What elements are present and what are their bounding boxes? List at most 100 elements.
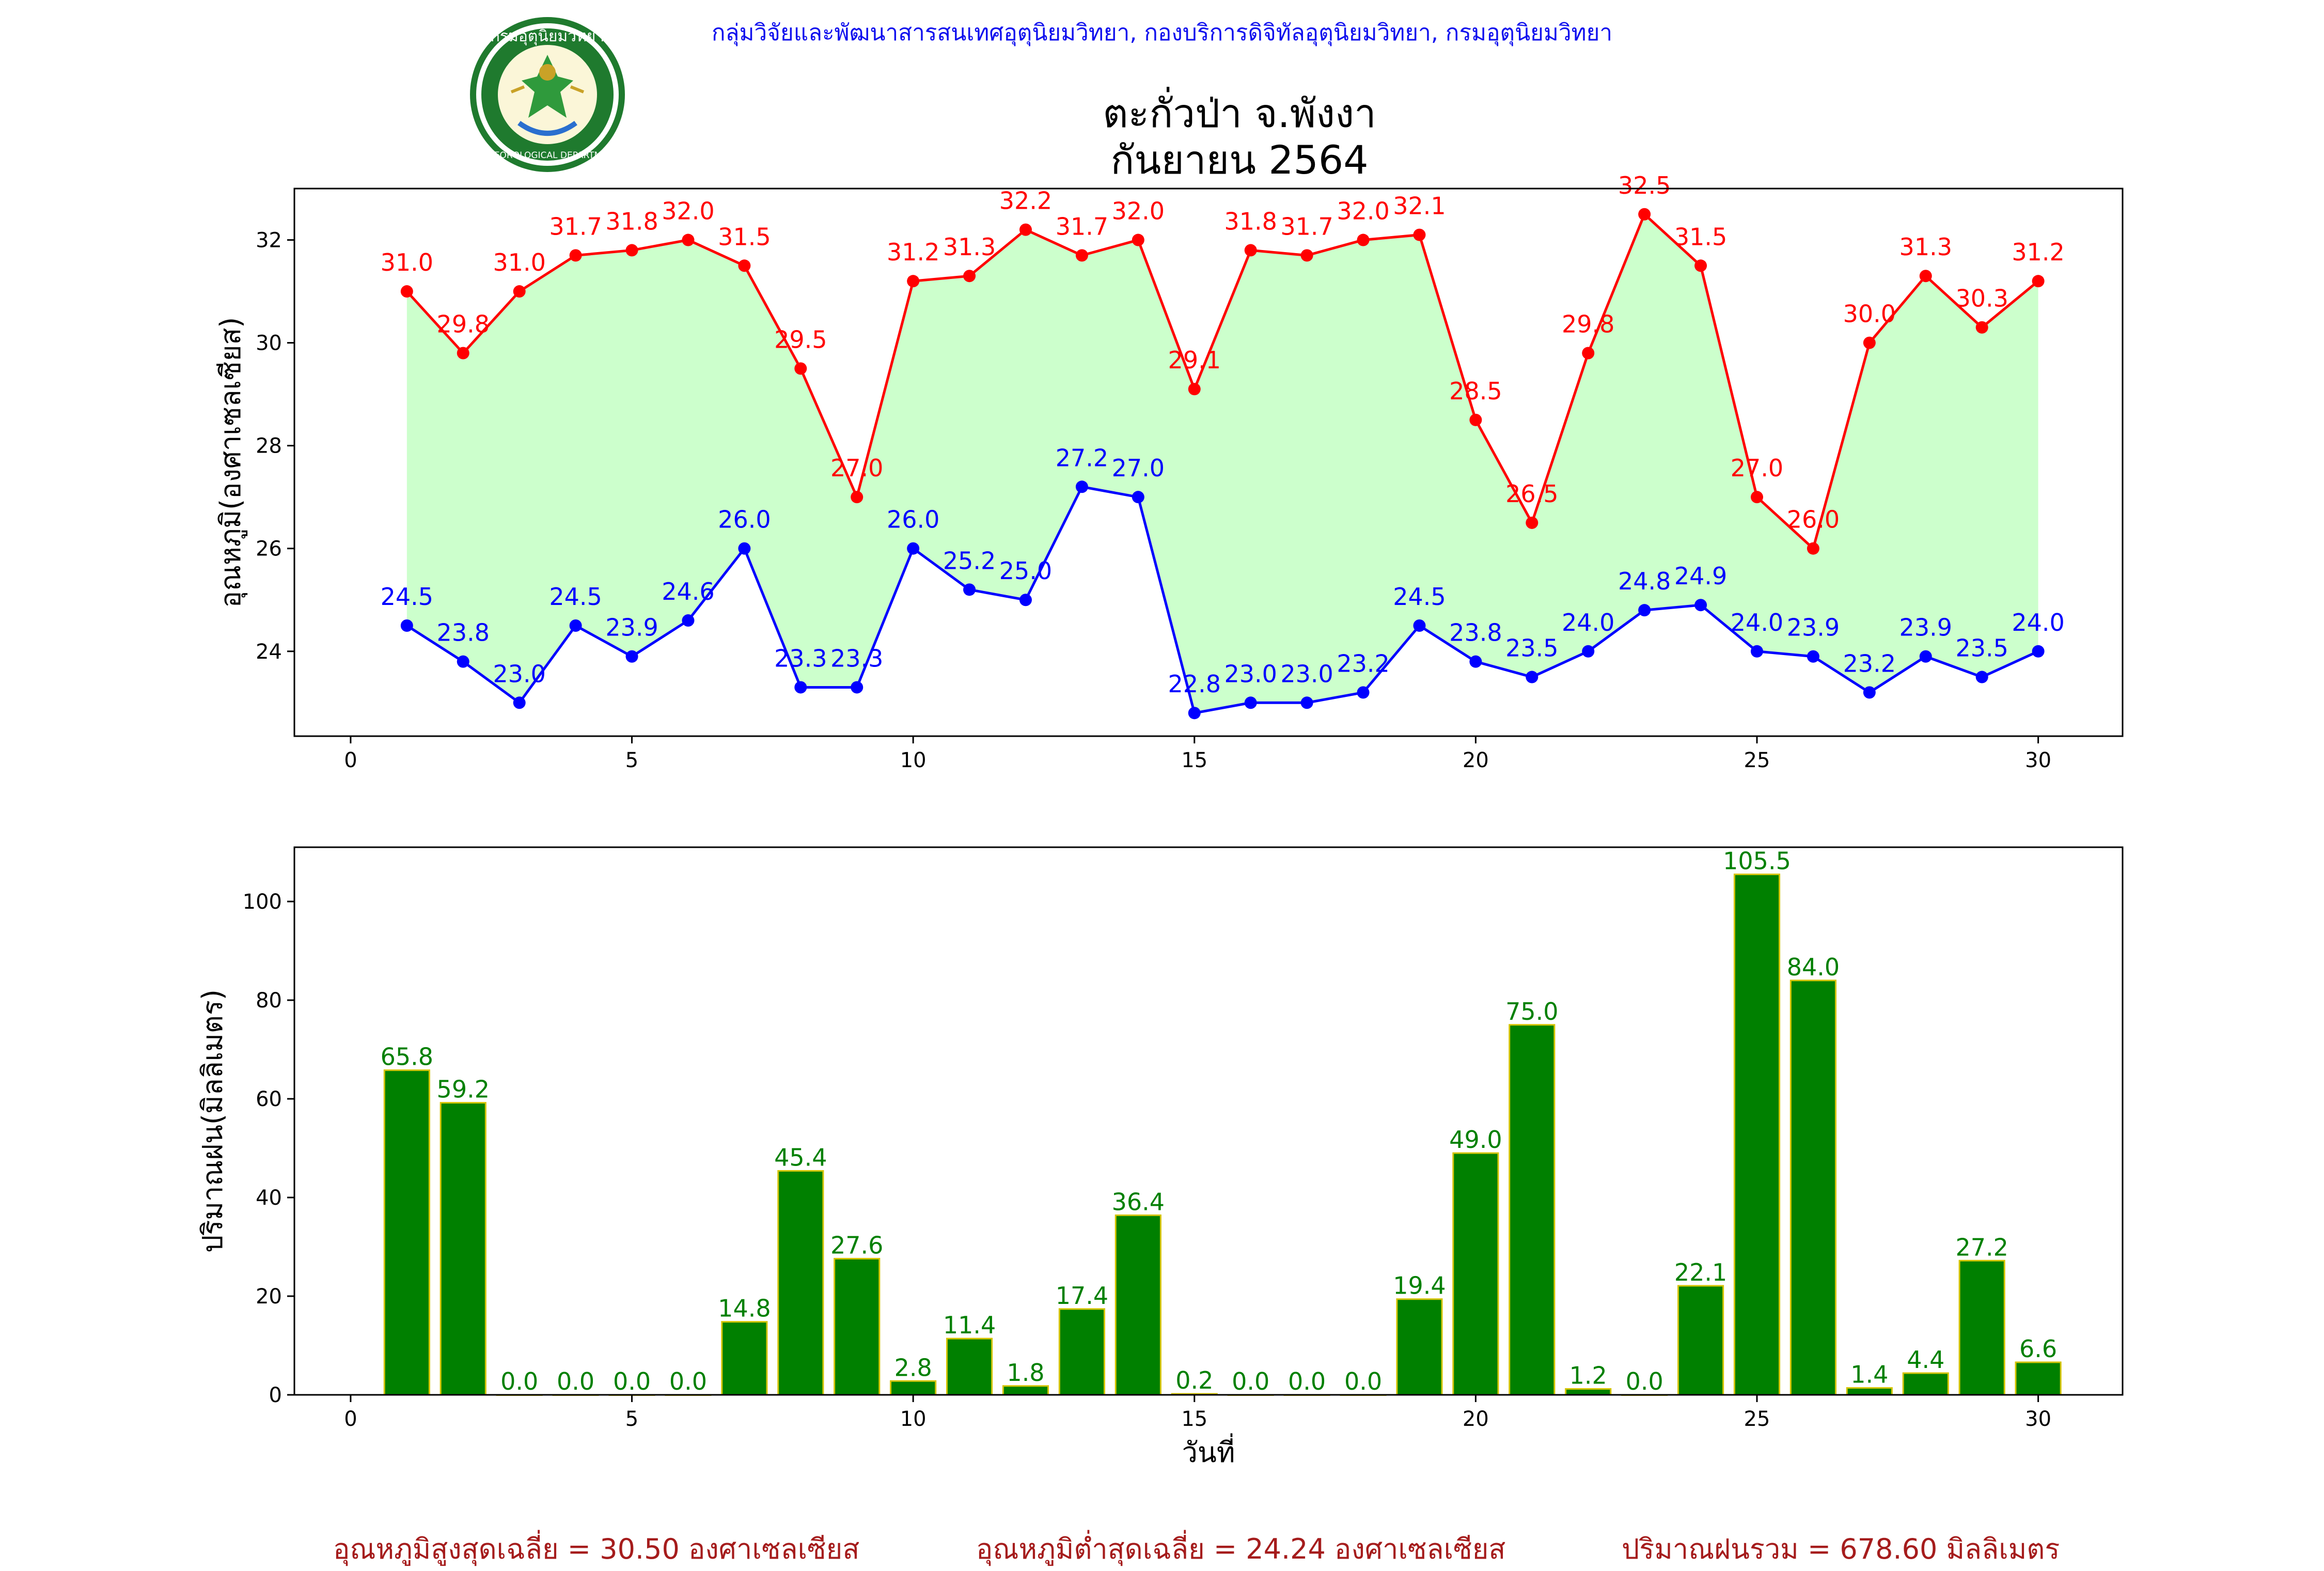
x-tick-label: 15 <box>1181 1407 1207 1431</box>
min-temp-data-label: 23.9 <box>1787 614 1840 642</box>
max-temp-point <box>794 362 807 375</box>
y-tick-label: 0 <box>269 1383 282 1407</box>
rain-data-label: 0.0 <box>1344 1367 1382 1395</box>
min-temp-data-label: 23.0 <box>493 660 545 688</box>
max-temp-point <box>1694 259 1707 272</box>
min-temp-point <box>1244 696 1257 709</box>
min-temp-data-label: 23.0 <box>1224 660 1277 688</box>
chart-title-line-1: ตะกั่วป่า จ.พังงา <box>1103 90 1376 136</box>
min-temp-data-label: 26.0 <box>718 506 771 534</box>
min-temp-data-label: 23.8 <box>437 619 490 647</box>
min-temp-data-label: 24.8 <box>1618 567 1671 595</box>
max-temp-point <box>1413 228 1426 241</box>
x-tick-label: 10 <box>900 749 927 772</box>
max-temp-data-label: 26.5 <box>1505 480 1558 508</box>
max-temp-point <box>457 347 469 360</box>
temperature-chart: 31.029.831.031.7 31.8 32.031.529.527.031.2… <box>214 172 2124 772</box>
max-temp-data-label: 31.7 <box>1056 212 1108 240</box>
chart-title-line-2: กันยายน 2564 <box>1110 137 1369 183</box>
rain-data-label: 2.8 <box>894 1354 932 1381</box>
min-temp-line <box>406 485 2039 715</box>
rain-data-label: 59.2 <box>437 1076 490 1103</box>
rain-data-label: 6.6 <box>2019 1335 2057 1363</box>
min-temp-point <box>851 681 863 694</box>
max-temp-data-label: 31.8 <box>605 207 658 235</box>
min-temp-point <box>1526 671 1538 683</box>
rain-bar <box>1002 1385 1049 1396</box>
summary-min-temp-avg: อุณหภูมิต่ำสุดเฉลี่ย = 24.24 องศาเซลเซีย… <box>976 1533 1506 1565</box>
x-tick-label: 15 <box>1181 749 1207 772</box>
rain-bar <box>1789 979 1836 1396</box>
max-temp-data-label: 29.8 <box>437 310 490 338</box>
rainfall-y-axis-label: ปริมาณฝน(มิลลิเมตร) <box>196 989 229 1253</box>
temperature-y-axis-label: อุณหภูมิ(องศาเซลเซียส) <box>214 317 248 608</box>
min-temp-data-label: 26.0 <box>887 506 939 534</box>
temperature-range-fill <box>406 214 2038 713</box>
y-tick-label: 40 <box>256 1186 282 1210</box>
x-tick-label: 5 <box>625 749 638 772</box>
x-tick-label: 5 <box>625 1407 638 1431</box>
y-tick-label: 60 <box>256 1087 282 1111</box>
x-tick-label: 30 <box>2025 749 2051 772</box>
rain-data-label: 4.4 <box>1907 1346 1944 1374</box>
max-temp-point <box>569 249 582 262</box>
rain-bar <box>1058 1308 1105 1396</box>
x-tick-label: 20 <box>1463 1407 1489 1431</box>
rain-data-label: 17.4 <box>1056 1282 1108 1310</box>
y-tick-label: 28 <box>256 434 282 458</box>
y-tick-label: 30 <box>256 332 282 355</box>
rain-data-label: 19.4 <box>1393 1272 1446 1300</box>
rain-bar <box>721 1321 768 1396</box>
max-temp-point <box>1357 234 1370 246</box>
y-tick-label: 32 <box>256 229 282 253</box>
max-temp-point <box>682 234 695 246</box>
rain-data-label: 1.4 <box>1850 1361 1888 1389</box>
max-temp-data-label: 31.3 <box>943 233 996 261</box>
max-temp-data-label: 31.0 <box>493 248 545 276</box>
min-temp-point <box>457 655 469 668</box>
min-temp-point <box>1019 594 1032 606</box>
min-temp-data-label: 27.0 <box>1112 454 1165 482</box>
max-temp-point <box>1807 542 1819 555</box>
max-temp-point <box>2032 275 2045 288</box>
max-temp-data-label: 31.3 <box>1899 233 1952 261</box>
min-temp-point <box>682 614 695 627</box>
min-temp-data-label: 23.8 <box>1449 619 1502 647</box>
meteorological-department-logo-icon: กรมอุตุนิยมวิทยา METEOROLOGICAL DEPARTME… <box>470 17 625 172</box>
max-temp-data-label: 32.0 <box>1112 197 1165 225</box>
max-temp-point <box>513 285 526 298</box>
rain-data-label: 0.0 <box>557 1367 594 1395</box>
max-temp-point <box>1638 208 1651 221</box>
max-temp-point <box>1863 336 1876 349</box>
rain-bar <box>439 1102 486 1396</box>
rain-bar <box>383 1069 430 1396</box>
rain-bar <box>1902 1372 1949 1396</box>
rain-bar <box>1677 1285 1724 1396</box>
max-temp-point <box>1919 270 1932 283</box>
rain-data-label: 0.0 <box>669 1367 707 1395</box>
rainfall-chart: 65.859.2 0.0 0.0 0.0 0.0 14.8 45.4 27.6 2.8 11.4 1… <box>196 846 2124 1469</box>
rain-data-label: 75.0 <box>1505 998 1558 1025</box>
min-temp-point <box>1300 696 1313 709</box>
y-tick-label: 26 <box>256 537 282 561</box>
y-tick-label: 20 <box>256 1285 282 1309</box>
rain-data-label: 0.0 <box>1288 1367 1326 1395</box>
max-temp-data-label: 31.2 <box>887 238 939 266</box>
min-temp-data-label: 24.0 <box>1562 609 1614 636</box>
min-temp-point <box>1919 650 1932 663</box>
min-temp-point <box>400 619 413 632</box>
max-temp-data-label: 31.2 <box>2012 238 2064 266</box>
max-temp-point <box>1244 244 1257 257</box>
max-temp-data-label: 31.5 <box>718 223 771 251</box>
max-temp-point <box>1751 491 1763 504</box>
x-tick-label: 20 <box>1463 749 1489 772</box>
y-tick-label: 80 <box>256 989 282 1013</box>
rain-bar <box>1846 1387 1893 1396</box>
max-temp-point <box>1526 516 1538 529</box>
min-temp-data-label: 24.5 <box>1393 583 1446 611</box>
max-temp-data-label: 32.1 <box>1393 192 1446 220</box>
min-temp-point <box>963 583 976 596</box>
rain-data-label: 22.1 <box>1674 1258 1727 1286</box>
credit-line: กลุ่มวิจัยและพัฒนาสารสนเทศอุตุนิยมวิทยา,… <box>711 20 1613 46</box>
rain-data-label: 27.2 <box>1955 1233 2008 1261</box>
